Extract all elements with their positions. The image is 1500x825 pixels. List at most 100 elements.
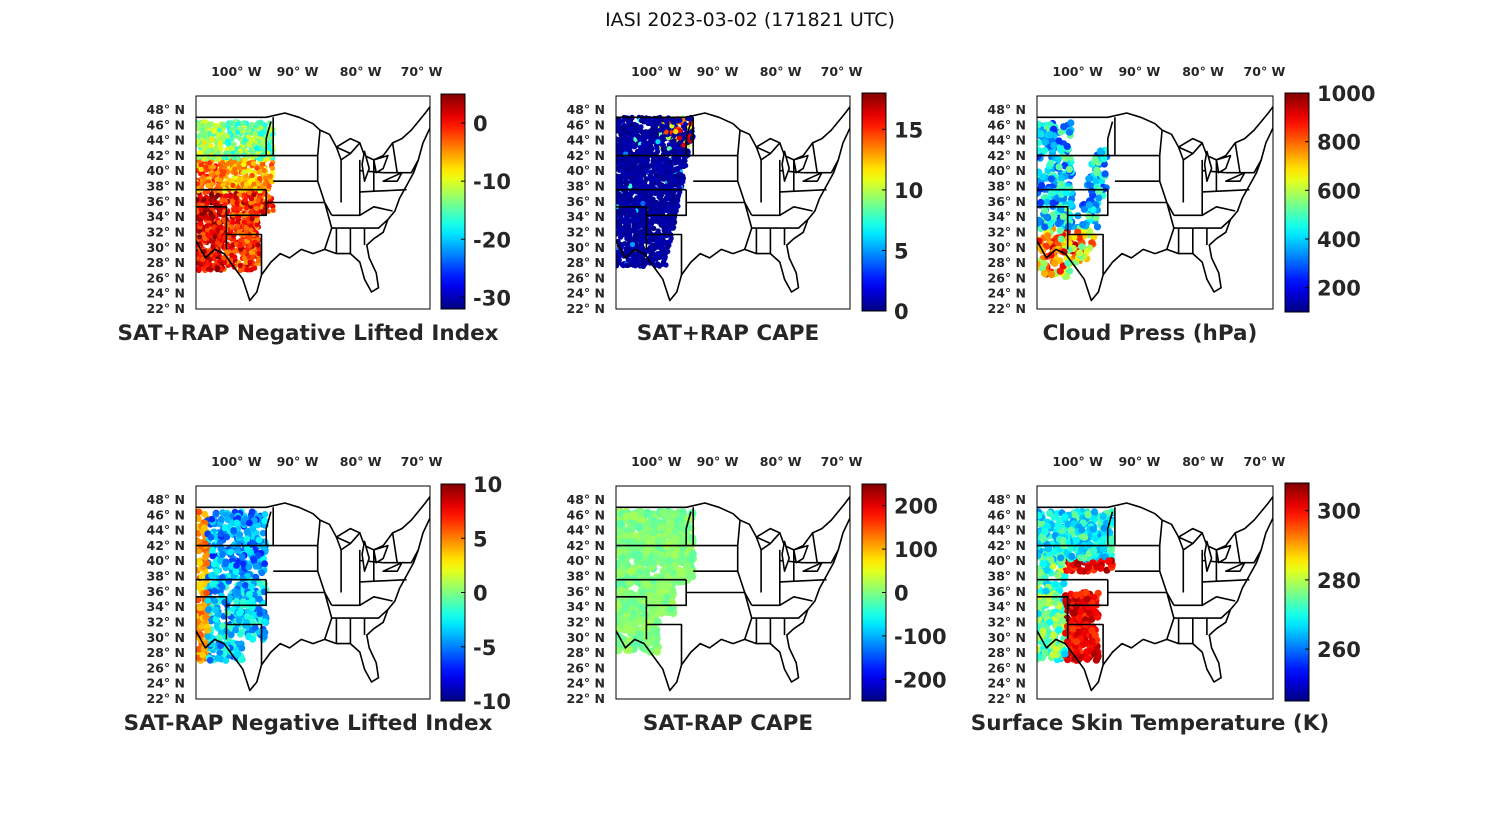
lat-tick-label: 26° N xyxy=(988,270,1026,285)
sounding-point xyxy=(1085,181,1093,189)
sounding-point xyxy=(668,586,677,595)
sounding-point xyxy=(640,238,646,244)
sounding-point xyxy=(246,235,253,241)
lat-tick-label: 28° N xyxy=(988,255,1026,270)
sounding-point xyxy=(1055,137,1063,145)
sounding-point xyxy=(646,237,652,243)
sounding-point xyxy=(665,521,674,530)
sounding-point xyxy=(256,258,262,264)
scatter-points xyxy=(616,507,697,656)
lon-tick-label: 100° W xyxy=(211,454,262,469)
sounding-point xyxy=(196,515,202,523)
sounding-point xyxy=(1050,125,1058,133)
sounding-point xyxy=(196,251,200,257)
sounding-point xyxy=(625,262,631,268)
sounding-point xyxy=(646,209,653,215)
sounding-point xyxy=(257,176,263,182)
sounding-point xyxy=(1037,198,1045,207)
sounding-point xyxy=(248,583,255,590)
sounding-point xyxy=(231,141,237,147)
lat-tick-label: 22° N xyxy=(147,301,185,316)
lat-tick-label: 42° N xyxy=(988,148,1026,163)
sounding-point xyxy=(622,512,631,521)
sounding-point xyxy=(677,554,686,562)
sounding-point xyxy=(196,209,200,215)
sounding-point xyxy=(641,625,650,634)
lon-tick-label: 80° W xyxy=(1182,64,1224,79)
sounding-point xyxy=(635,630,644,639)
sounding-point xyxy=(248,227,254,233)
lat-tick-label: 48° N xyxy=(147,102,185,117)
sounding-point xyxy=(1041,223,1049,231)
sounding-point xyxy=(660,211,666,217)
sounding-point xyxy=(256,250,262,257)
sounding-point xyxy=(215,192,221,198)
lon-tick-label: 100° W xyxy=(211,64,262,79)
sounding-point xyxy=(662,164,668,170)
colorbar-tick-label: -5 xyxy=(473,636,496,660)
sounding-point xyxy=(1067,201,1075,209)
sounding-point xyxy=(649,121,655,127)
sounding-point xyxy=(222,202,228,208)
sounding-point xyxy=(1065,165,1073,173)
lat-tick-label: 38° N xyxy=(147,569,185,584)
sounding-point xyxy=(616,136,620,142)
lat-tick-label: 48° N xyxy=(988,102,1026,117)
sounding-point xyxy=(620,165,626,172)
sounding-point xyxy=(224,609,232,617)
lat-tick-label: 44° N xyxy=(567,133,605,148)
sounding-point xyxy=(220,136,226,142)
sounding-point xyxy=(625,257,631,263)
sounding-point xyxy=(628,206,634,212)
sounding-point xyxy=(636,212,642,218)
sounding-point xyxy=(1057,128,1065,136)
sounding-point xyxy=(629,626,638,635)
sounding-point xyxy=(251,192,257,198)
sounding-point xyxy=(676,135,683,141)
sounding-point xyxy=(203,560,211,567)
sounding-point xyxy=(216,541,223,548)
sounding-point xyxy=(201,156,207,162)
sounding-point xyxy=(1044,232,1052,240)
sounding-point xyxy=(647,196,653,202)
sounding-point xyxy=(673,129,679,135)
sounding-point xyxy=(638,145,644,151)
sounding-point xyxy=(270,203,276,210)
sounding-point xyxy=(205,182,211,189)
sounding-point xyxy=(636,507,645,516)
sounding-point xyxy=(655,177,661,183)
sounding-point xyxy=(689,135,695,141)
sounding-point xyxy=(210,164,216,170)
sounding-point xyxy=(1057,181,1065,189)
lon-tick-label: 70° W xyxy=(821,64,863,79)
sounding-point xyxy=(643,197,649,203)
sounding-point xyxy=(635,242,641,249)
sounding-point xyxy=(266,194,272,200)
sounding-point xyxy=(640,141,647,147)
lon-tick-label: 70° W xyxy=(401,454,443,469)
sounding-point xyxy=(234,588,242,596)
sounding-point xyxy=(628,159,634,165)
sounding-point xyxy=(226,193,233,199)
sounding-point xyxy=(655,168,662,174)
sounding-point xyxy=(242,157,248,163)
sounding-point xyxy=(225,161,231,167)
sounding-point xyxy=(196,559,204,567)
sounding-point xyxy=(205,248,211,254)
sounding-point xyxy=(652,218,658,224)
sounding-point xyxy=(213,655,221,662)
sounding-point xyxy=(629,260,635,266)
sounding-point xyxy=(1047,251,1055,259)
sounding-point xyxy=(258,569,266,577)
lat-tick-label: 48° N xyxy=(567,102,605,117)
sounding-point xyxy=(254,222,260,228)
sounding-point xyxy=(655,173,661,179)
sounding-point xyxy=(1059,212,1067,221)
sounding-point xyxy=(262,181,268,187)
sounding-point xyxy=(1064,259,1072,267)
sounding-point xyxy=(616,175,622,181)
sounding-point xyxy=(662,254,668,260)
sounding-point xyxy=(675,165,681,172)
sounding-point xyxy=(642,129,649,135)
sounding-point xyxy=(216,127,222,133)
